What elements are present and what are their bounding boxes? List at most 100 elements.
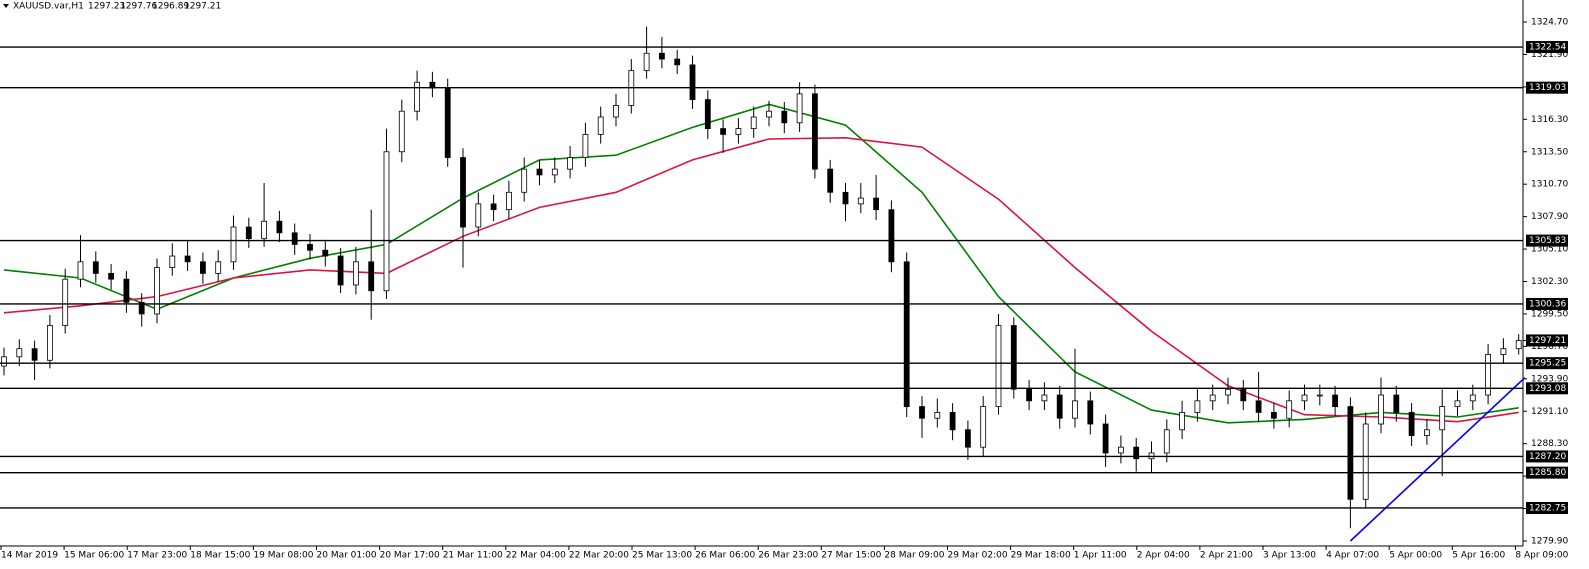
candle-body	[108, 272, 114, 280]
candle-body	[1362, 423, 1369, 500]
x-tick-label: 28 Mar 09:00	[884, 551, 944, 561]
menu-arrow[interactable]	[3, 4, 9, 8]
x-tick-label: 29 Mar 18:00	[1011, 551, 1071, 561]
candle-body	[1194, 400, 1201, 413]
candle-body	[949, 412, 956, 431]
candle-body	[766, 110, 772, 118]
candle-body	[1515, 340, 1522, 350]
candle-body	[1133, 446, 1140, 460]
price-label: 1297.21	[1529, 336, 1566, 346]
header-value: 1297.21	[184, 2, 221, 12]
candle-body	[1439, 406, 1446, 431]
candle-body	[92, 261, 99, 274]
level-label-box	[1526, 466, 1568, 479]
x-tick-label: 27 Mar 15:00	[821, 551, 881, 561]
x-tick-label: 5 Apr 16:00	[1452, 551, 1505, 561]
candle-body	[613, 105, 619, 118]
candle-body	[704, 99, 711, 129]
candle-body	[1485, 354, 1491, 396]
candle-body	[857, 197, 864, 205]
level-label-box	[1526, 382, 1568, 395]
x-tick-label: 21 Mar 11:00	[443, 551, 503, 561]
candle-body	[1301, 394, 1308, 402]
x-tick-label: 15 Mar 06:00	[64, 551, 124, 561]
candle-body	[582, 133, 589, 158]
candle-body	[1378, 394, 1384, 425]
candle-body	[903, 261, 910, 408]
x-tick-label: 20 Mar 01:00	[317, 551, 377, 561]
candle-body	[398, 110, 405, 153]
candle-body	[1500, 348, 1507, 355]
candle-body	[720, 128, 726, 135]
candle-body	[230, 226, 237, 263]
x-tick-label: 20 Mar 17:00	[380, 551, 440, 561]
y-tick-label: 1302.30	[1531, 277, 1568, 287]
candle-body	[475, 203, 482, 228]
candle-body	[215, 261, 222, 274]
candle-body	[31, 348, 38, 361]
candle-body	[261, 220, 268, 240]
y-tick-label: 1310.70	[1531, 180, 1568, 190]
candle-body	[460, 157, 466, 228]
x-tick-label: 26 Mar 23:00	[758, 551, 818, 561]
level-label: 1319.03	[1529, 83, 1566, 93]
level-label: 1287.20	[1529, 452, 1566, 462]
candle-body	[1347, 406, 1354, 500]
x-tick-label: 29 Mar 02:00	[948, 551, 1008, 561]
symbol: XAUUSD.var,H1	[13, 2, 84, 12]
candle-body	[505, 191, 512, 211]
level-label-box	[1526, 357, 1568, 370]
candle-body	[169, 255, 176, 268]
x-tick-label: 18 Mar 15:00	[190, 551, 250, 561]
candle-body	[1, 356, 7, 367]
y-tick-label: 1288.30	[1531, 439, 1568, 449]
level-label-box	[1526, 450, 1568, 463]
candle-body	[888, 209, 895, 263]
level-label-box	[1526, 81, 1568, 94]
candle-body	[521, 168, 528, 193]
candle-body	[62, 278, 69, 326]
candle-body	[1393, 394, 1400, 413]
level-label: 1295.25	[1529, 359, 1566, 369]
candle-body	[123, 278, 130, 303]
candle-body	[291, 232, 298, 245]
candle-body	[567, 157, 573, 170]
level-label: 1282.75	[1529, 503, 1566, 513]
y-tick-label: 1279.90	[1531, 537, 1568, 547]
moving-average	[3, 136, 1519, 423]
level-label: 1293.08	[1529, 384, 1566, 394]
x-tick-label: 4 Apr 07:00	[1326, 551, 1379, 561]
candle-body	[750, 116, 757, 129]
candle-body	[276, 220, 283, 234]
candle-body	[1163, 429, 1170, 454]
level-label: 1322.54	[1529, 43, 1566, 53]
candle-body	[965, 429, 971, 448]
candle-body	[597, 116, 604, 135]
x-tick-label: 26 Mar 06:00	[695, 551, 755, 561]
candle-body	[1041, 394, 1048, 402]
trend-line	[1349, 377, 1526, 542]
candle-body	[1179, 412, 1185, 431]
candle-body	[1424, 429, 1430, 436]
candle-body	[1010, 325, 1017, 390]
candle-body	[1271, 412, 1277, 419]
y-tick-label: 1316.30	[1531, 115, 1568, 125]
y-tick-label: 1293.90	[1531, 374, 1568, 384]
price-label-box	[1526, 334, 1568, 347]
level-label-box	[1526, 501, 1568, 514]
candle-body	[812, 93, 818, 170]
candle-body	[1255, 400, 1262, 413]
x-tick-label: 19 Mar 08:00	[253, 551, 313, 561]
candle-body	[1102, 423, 1109, 454]
candle-body	[827, 168, 834, 193]
candle-body	[934, 412, 941, 419]
y-tick-label: 1299.50	[1531, 309, 1568, 319]
candle-body	[1209, 394, 1216, 402]
header-value: 1297.76	[120, 2, 157, 12]
candle-body	[735, 128, 742, 135]
candle-body	[16, 348, 23, 358]
candle-body	[995, 325, 1002, 408]
